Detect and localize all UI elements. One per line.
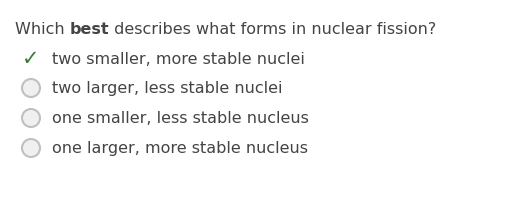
Text: ✓: ✓ xyxy=(22,49,40,69)
Ellipse shape xyxy=(22,80,40,97)
Text: Which: Which xyxy=(15,22,70,37)
Ellipse shape xyxy=(22,109,40,127)
Text: describes what forms in nuclear fission?: describes what forms in nuclear fission? xyxy=(110,22,437,37)
Text: two smaller, more stable nuclei: two smaller, more stable nuclei xyxy=(52,51,305,66)
Text: one larger, more stable nucleus: one larger, more stable nucleus xyxy=(52,141,308,156)
Text: best: best xyxy=(70,22,110,37)
Text: two larger, less stable nuclei: two larger, less stable nuclei xyxy=(52,81,282,96)
Ellipse shape xyxy=(22,139,40,157)
Text: one smaller, less stable nucleus: one smaller, less stable nucleus xyxy=(52,111,309,126)
